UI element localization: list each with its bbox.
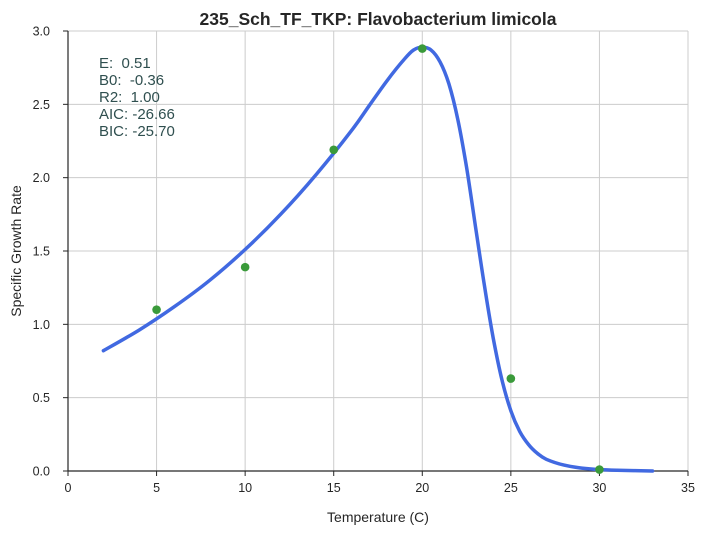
- chart-title: 235_Sch_TF_TKP: Flavobacterium limicola: [200, 9, 557, 29]
- grid: [68, 30, 689, 471]
- stat-line: E: 0.51: [99, 55, 151, 72]
- stat-line: AIC: -26.66: [99, 106, 175, 123]
- data-point: [506, 374, 516, 383]
- x-tick-label: 20: [415, 481, 429, 495]
- y-tick-label: 2.0: [33, 171, 50, 185]
- y-tick-label: 2.5: [33, 98, 50, 112]
- data-point: [595, 465, 604, 474]
- data-point: [417, 44, 427, 53]
- y-tick-label: 1.5: [33, 245, 50, 259]
- x-tick-label: 10: [238, 481, 252, 495]
- stat-line: BIC: -25.70: [99, 123, 175, 140]
- x-tick-label: 15: [327, 481, 341, 495]
- y-axis-title: Specific Growth Rate: [8, 185, 24, 317]
- data-point: [240, 262, 250, 272]
- data-point: [329, 145, 339, 155]
- x-tick-label: 30: [592, 481, 606, 495]
- y-tick-label: 1.0: [33, 318, 50, 332]
- fitted-curve: [101, 45, 655, 473]
- y-tick-label: 0.5: [33, 391, 50, 405]
- x-tick-label: 0: [65, 481, 72, 495]
- y-tick-label: 0.0: [33, 465, 50, 479]
- stat-line: B0: -0.36: [99, 72, 164, 89]
- stat-line: R2: 1.00: [99, 89, 160, 106]
- ticks: 0 5 10 15 20 25 30 35 0.0 0.5 1.0 1.5 2.0 2.5 3.0: [33, 25, 695, 496]
- y-tick-label: 3.0: [33, 25, 50, 39]
- marks: [101, 44, 655, 474]
- x-tick-label: 25: [504, 481, 518, 495]
- x-axis-title: Temperature (C): [327, 509, 429, 525]
- x-tick-label: 35: [681, 481, 695, 495]
- x-tick-label: 5: [153, 481, 160, 495]
- data-point: [152, 305, 161, 314]
